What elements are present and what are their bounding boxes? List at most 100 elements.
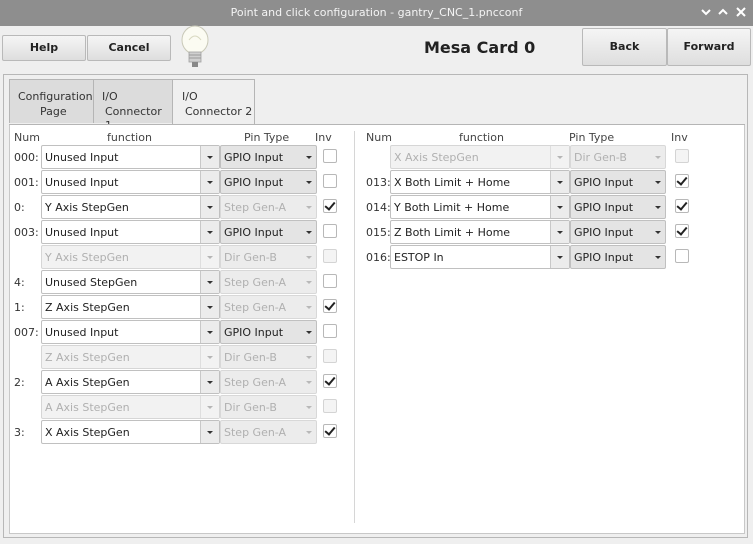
pin-row: 013: X Both Limit + Home GPIO Input: [366, 170, 696, 194]
pin-type-select: Dir Gen-B: [220, 345, 317, 369]
function-combo: X Axis StepGen: [390, 145, 570, 169]
function-combo[interactable]: X Axis StepGen: [41, 420, 220, 444]
pin-type-value: GPIO Input: [224, 151, 284, 164]
invert-checkbox[interactable]: [323, 224, 337, 238]
pin-type-select[interactable]: GPIO Input: [220, 320, 317, 344]
pin-type-select[interactable]: GPIO Input: [570, 195, 666, 219]
chevron-down-icon: [550, 146, 569, 168]
chevron-down-icon: [655, 156, 661, 159]
function-combo[interactable]: Unused Input: [41, 170, 220, 194]
function-value: Y Axis StepGen: [45, 201, 129, 214]
function-combo[interactable]: X Both Limit + Home: [390, 170, 570, 194]
invert-checkbox[interactable]: [323, 199, 337, 213]
header-pin-type-left: Pin Type: [244, 131, 290, 144]
function-combo[interactable]: Y Axis StepGen: [41, 195, 220, 219]
forward-button[interactable]: Forward: [667, 28, 751, 66]
chevron-down-icon[interactable]: [550, 171, 569, 193]
help-button[interactable]: Help: [2, 35, 86, 61]
function-value: ESTOP In: [394, 251, 444, 264]
pin-type-value: Dir Gen-B: [574, 151, 627, 164]
function-combo[interactable]: Unused StepGen: [41, 270, 220, 294]
chevron-down-icon[interactable]: [200, 171, 219, 193]
chevron-down-icon: [306, 356, 312, 359]
tab-io-connector-2[interactable]: I/O Connector 2: [172, 79, 255, 126]
chevron-down-icon[interactable]: [200, 271, 219, 293]
chevron-down-icon: [306, 406, 312, 409]
invert-checkbox[interactable]: [323, 424, 337, 438]
pin-type-value: Dir Gen-B: [224, 401, 277, 414]
invert-checkbox[interactable]: [675, 249, 689, 263]
pin-type-value: Step Gen-A: [224, 301, 287, 314]
chevron-down-icon[interactable]: [200, 196, 219, 218]
tab-configuration-page[interactable]: Configuration Page: [9, 79, 94, 123]
pin-row: 0: Y Axis StepGen Step Gen-A: [14, 195, 344, 219]
pin-type-select[interactable]: GPIO Input: [220, 145, 317, 169]
invert-checkbox[interactable]: [323, 174, 337, 188]
pin-type-select[interactable]: GPIO Input: [570, 245, 666, 269]
function-combo[interactable]: Unused Input: [41, 220, 220, 244]
invert-checkbox[interactable]: [675, 224, 689, 238]
cancel-button[interactable]: Cancel: [87, 35, 171, 61]
pin-type-value: GPIO Input: [574, 176, 634, 189]
pin-type-value: GPIO Input: [224, 176, 284, 189]
invert-checkbox[interactable]: [323, 149, 337, 163]
pin-number: 003:: [14, 226, 39, 239]
function-combo[interactable]: Unused Input: [41, 145, 220, 169]
function-value: Z Axis StepGen: [45, 351, 130, 364]
function-combo[interactable]: A Axis StepGen: [41, 370, 220, 394]
pin-row: 015: Z Both Limit + Home GPIO Input: [366, 220, 696, 244]
invert-checkbox[interactable]: [675, 174, 689, 188]
minimize-icon[interactable]: [698, 4, 714, 20]
pin-row: Z Axis StepGen Dir Gen-B: [14, 345, 344, 369]
back-button[interactable]: Back: [582, 28, 667, 66]
chevron-down-icon[interactable]: [200, 296, 219, 318]
tab-io-connector-1[interactable]: I/O Connector 1: [93, 79, 173, 132]
pin-type-select[interactable]: GPIO Input: [570, 170, 666, 194]
pin-number: 014:: [366, 201, 391, 214]
invert-checkbox[interactable]: [323, 299, 337, 313]
function-combo[interactable]: Unused Input: [41, 320, 220, 344]
header-pin-type-right: Pin Type: [569, 131, 615, 144]
function-value: Unused StepGen: [45, 276, 138, 289]
function-combo[interactable]: ESTOP In: [390, 245, 570, 269]
pin-number: 013:: [366, 176, 391, 189]
chevron-down-icon[interactable]: [200, 421, 219, 443]
invert-checkbox[interactable]: [323, 374, 337, 388]
chevron-down-icon: [655, 206, 661, 209]
pin-type-value: Step Gen-A: [224, 426, 287, 439]
header-num-right: Num: [366, 131, 392, 144]
pin-number: 015:: [366, 226, 391, 239]
chevron-down-icon[interactable]: [550, 246, 569, 268]
pin-type-select[interactable]: GPIO Input: [220, 220, 317, 244]
pin-type-select[interactable]: GPIO Input: [220, 170, 317, 194]
chevron-down-icon[interactable]: [200, 146, 219, 168]
pin-type-select: Step Gen-A: [220, 370, 317, 394]
pin-type-value: Step Gen-A: [224, 201, 287, 214]
chevron-down-icon[interactable]: [550, 196, 569, 218]
pin-type-select[interactable]: GPIO Input: [570, 220, 666, 244]
chevron-down-icon[interactable]: [200, 371, 219, 393]
pin-type-select: Dir Gen-B: [570, 145, 666, 169]
function-value: Unused Input: [45, 151, 119, 164]
maximize-icon[interactable]: [715, 4, 731, 20]
chevron-down-icon: [306, 381, 312, 384]
close-icon[interactable]: [733, 4, 749, 20]
invert-checkbox: [323, 249, 337, 263]
pin-type-value: Step Gen-A: [224, 276, 287, 289]
chevron-down-icon: [200, 346, 219, 368]
pin-type-select: Step Gen-A: [220, 420, 317, 444]
invert-checkbox[interactable]: [675, 199, 689, 213]
chevron-down-icon[interactable]: [550, 221, 569, 243]
function-combo[interactable]: Y Both Limit + Home: [390, 195, 570, 219]
function-value: Y Axis StepGen: [45, 251, 129, 264]
chevron-down-icon[interactable]: [200, 221, 219, 243]
invert-checkbox[interactable]: [323, 274, 337, 288]
pin-type-select: Step Gen-A: [220, 270, 317, 294]
title-bar: Point and click configuration - gantry_C…: [0, 0, 753, 26]
function-combo[interactable]: Z Axis StepGen: [41, 295, 220, 319]
pin-number: 3:: [14, 426, 25, 439]
chevron-down-icon[interactable]: [200, 321, 219, 343]
pin-type-value: GPIO Input: [574, 201, 634, 214]
invert-checkbox[interactable]: [323, 324, 337, 338]
function-combo[interactable]: Z Both Limit + Home: [390, 220, 570, 244]
